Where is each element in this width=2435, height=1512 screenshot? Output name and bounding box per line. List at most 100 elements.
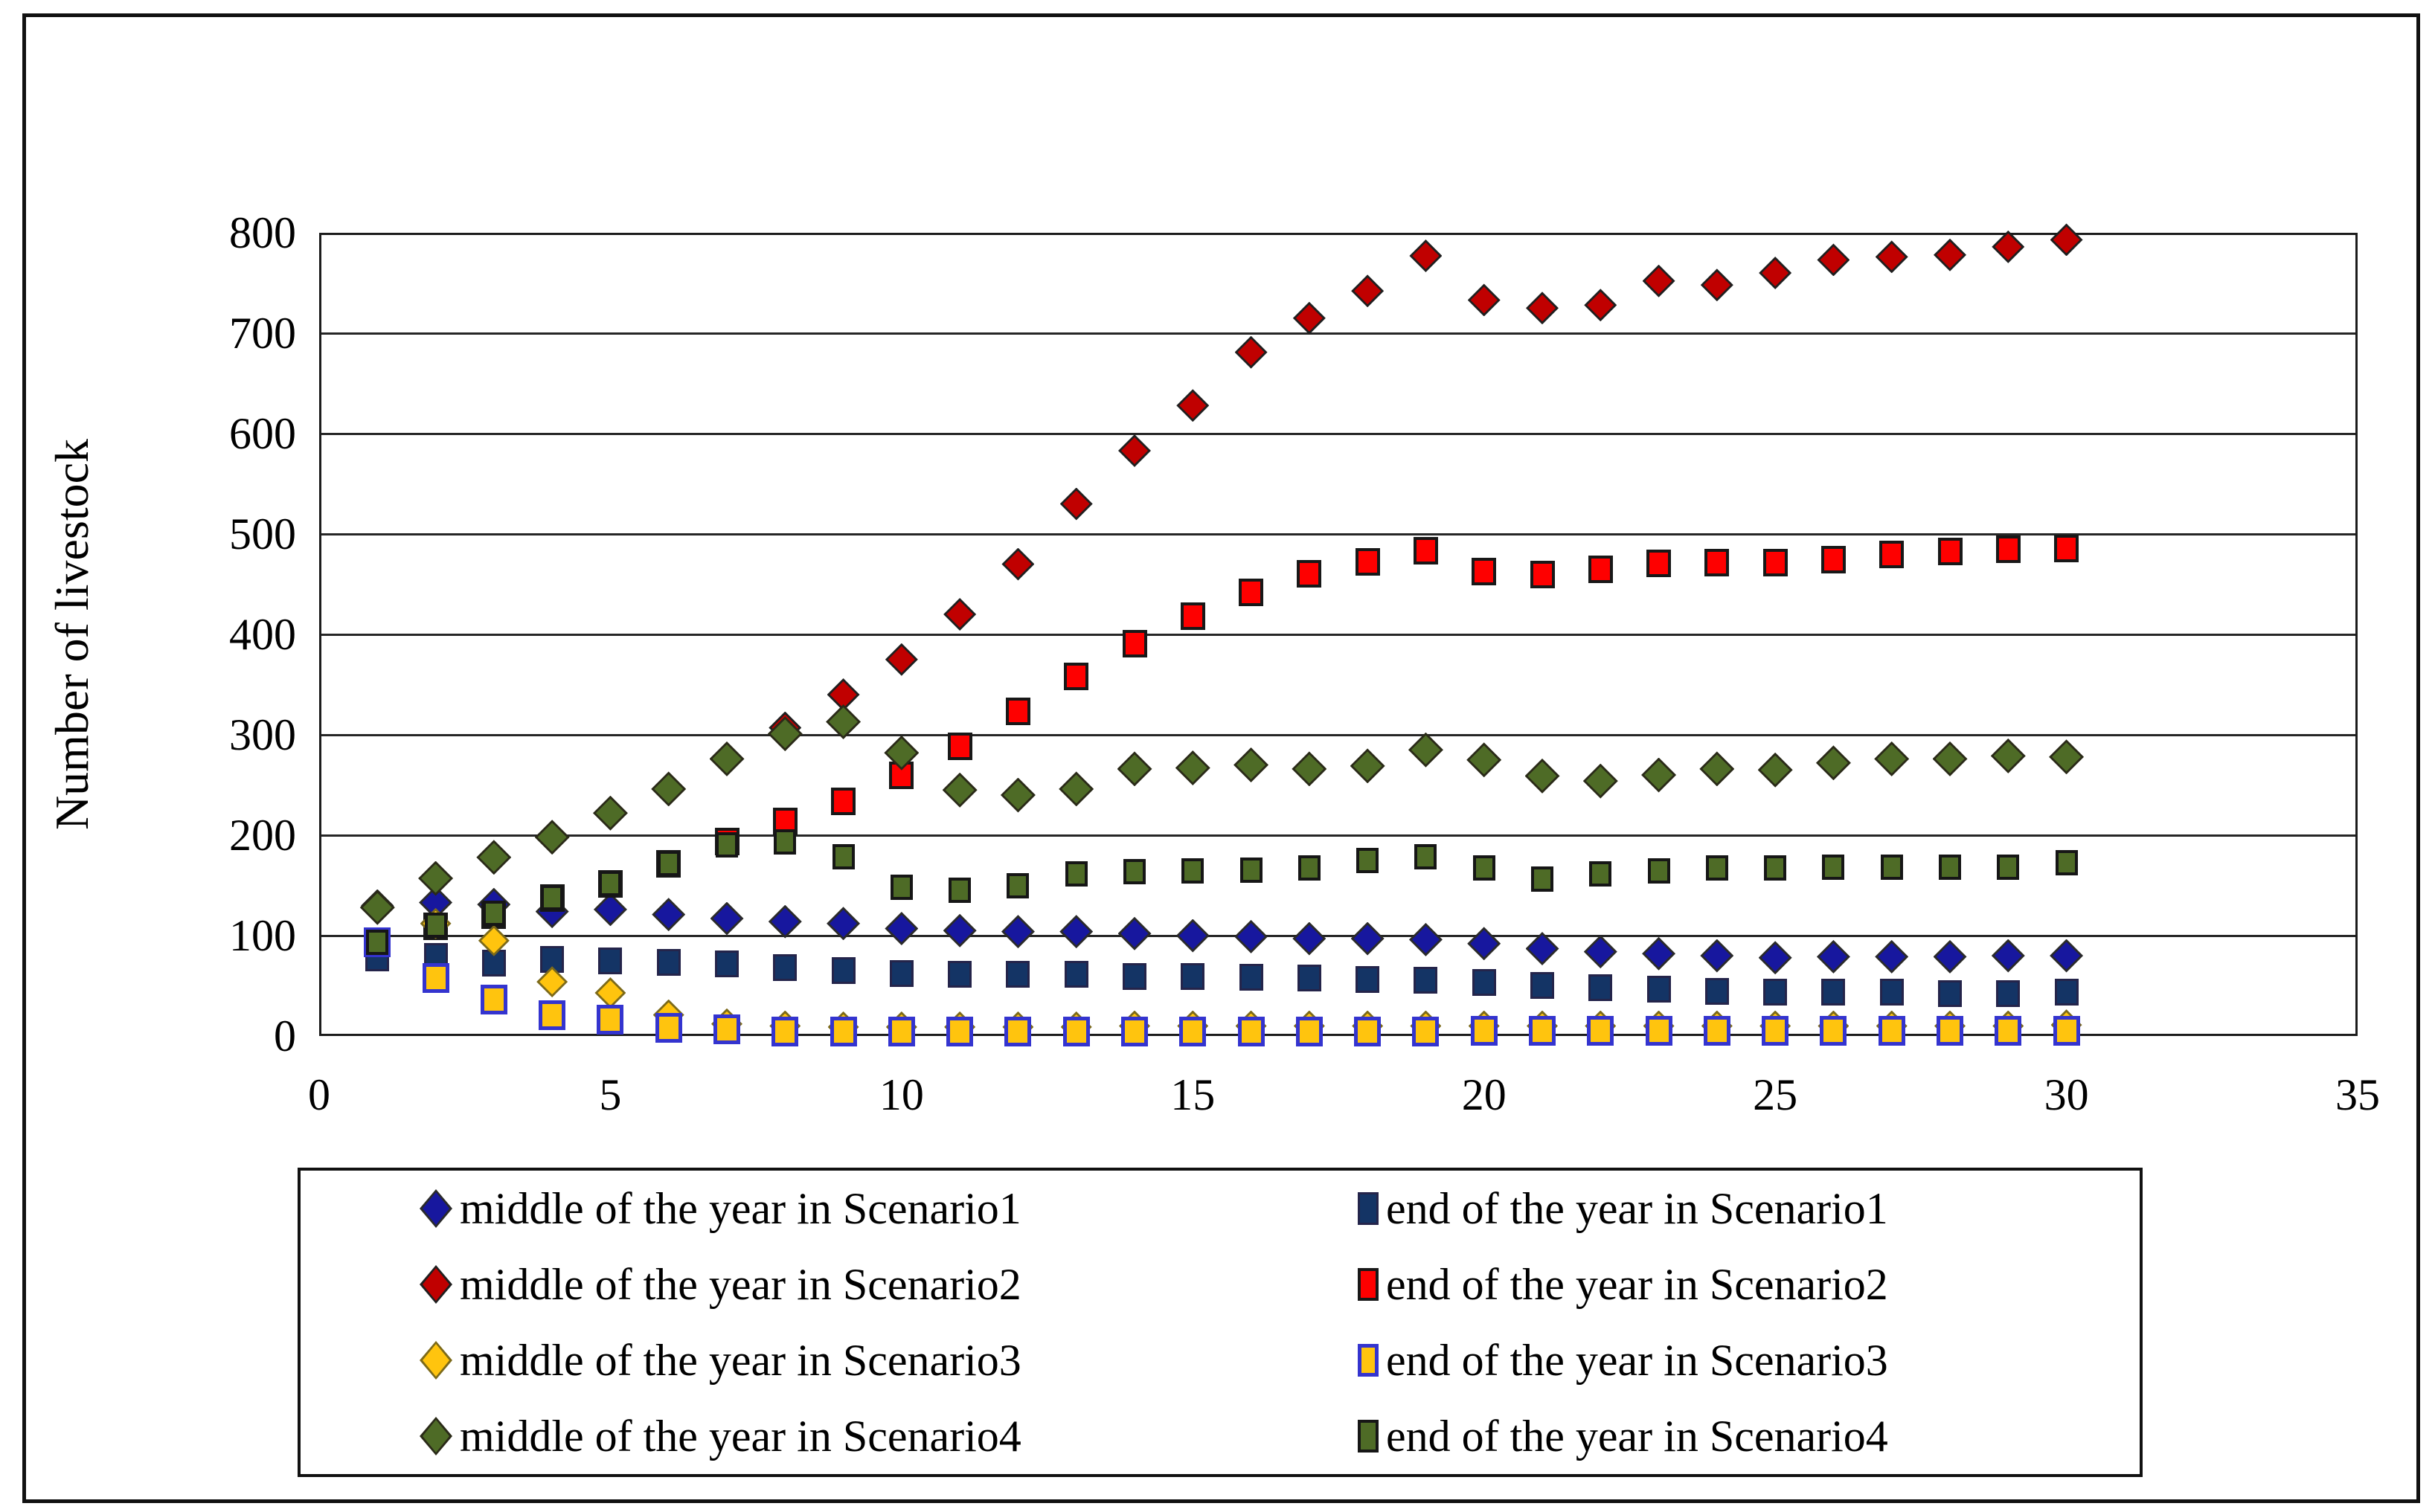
legend-diamond-fill (423, 1268, 449, 1301)
mid-scenario4-point-year15-fill (1178, 753, 1207, 783)
end-scenario3-point-year26 (1820, 1015, 1847, 1046)
end-scenario3-point-year5 (597, 1004, 624, 1035)
mid-scenario1-point-year29-fill (1994, 942, 2022, 970)
legend-item-end-scenario1: end of the year in Scenario1 (1220, 1171, 2140, 1246)
mid-scenario4-point-year24 (1699, 751, 1735, 787)
square-icon (1358, 1192, 1379, 1225)
mid-scenario1-point-year16 (1234, 919, 1268, 953)
end-scenario1-point-year11 (948, 960, 972, 988)
end-scenario2-point-year25 (1762, 548, 1788, 576)
mid-scenario2-point-year29 (1992, 230, 2025, 263)
end-scenario4-point-year20 (1472, 855, 1495, 881)
end-scenario1-point-year14 (1123, 962, 1146, 990)
end-scenario3-point-year14 (1121, 1016, 1148, 1046)
mid-scenario4-point-year25 (1757, 752, 1793, 788)
end-scenario3-point-year11 (946, 1016, 974, 1046)
end-scenario3-point-year4 (539, 1000, 566, 1031)
mid-scenario1-point-year21 (1525, 932, 1559, 966)
end-scenario4-point-year10 (890, 874, 913, 900)
end-scenario2-point-year13 (1064, 662, 1089, 690)
end-scenario3-point-year18 (1354, 1016, 1382, 1046)
end-scenario1-point-year30 (2054, 979, 2079, 1006)
end-scenario4-point-year12 (1007, 873, 1030, 899)
y-tick-label-600: 600 (229, 409, 296, 458)
y-tick-label-200: 200 (229, 811, 296, 860)
mid-scenario2-point-year15-fill (1179, 392, 1207, 419)
legend-label: end of the year in Scenario1 (1386, 1184, 1888, 1233)
mid-scenario1-point-year23 (1642, 936, 1676, 971)
end-scenario4-point-year13 (1065, 860, 1088, 887)
end-scenario3-point-year19 (1412, 1016, 1440, 1046)
end-scenario3-point-year6 (655, 1012, 682, 1043)
mid-scenario2-point-year27 (1875, 240, 1908, 274)
mid-scenario2-point-year16-fill (1237, 338, 1265, 366)
legend-diamond-fill (423, 1192, 449, 1225)
mid-scenario4-point-year6 (651, 771, 687, 807)
mid-scenario2-point-year13 (1059, 487, 1093, 521)
mid-scenario1-point-year10-fill (888, 915, 916, 943)
end-scenario4-point-year4 (541, 885, 564, 911)
diamond-icon (420, 1341, 452, 1380)
end-scenario1-point-year15 (1181, 962, 1205, 990)
mid-scenario1-point-year14-fill (1120, 919, 1149, 948)
mid-scenario1-point-year15 (1175, 919, 1210, 953)
square-icon (1358, 1268, 1379, 1301)
end-scenario1-point-year23 (1646, 976, 1671, 1003)
mid-scenario1-point-year22-fill (1586, 938, 1614, 966)
y-tick-label-400: 400 (229, 610, 296, 659)
mid-scenario4-point-year1-fill (362, 892, 392, 922)
end-scenario2-point-year22 (1588, 556, 1613, 584)
mid-scenario4-point-year1 (359, 889, 395, 925)
mid-scenario2-point-year18-fill (1354, 277, 1382, 305)
legend-item-end-scenario3: end of the year in Scenario3 (1220, 1322, 2140, 1398)
end-scenario3-point-year20 (1470, 1015, 1498, 1046)
mid-scenario4-point-year7-fill (712, 744, 742, 773)
mid-scenario2-point-year24 (1700, 268, 1733, 302)
mid-scenario2-point-year11-fill (946, 601, 974, 628)
mid-scenario4-point-year9-fill (829, 707, 859, 736)
mid-scenario2-point-year25-fill (1762, 260, 1789, 286)
mid-scenario2-point-year14 (1118, 434, 1151, 467)
end-scenario4-point-year7 (716, 831, 738, 858)
end-scenario2-point-year19 (1413, 536, 1438, 564)
x-tick-label-0: 0 (308, 1070, 330, 1119)
end-scenario4-point-year15 (1181, 858, 1204, 884)
mid-scenario4-point-year11-fill (945, 775, 975, 805)
end-scenario2-point-year29 (1995, 535, 2021, 564)
mid-scenario2-point-year28-fill (1937, 241, 1963, 268)
mid-scenario1-point-year18-fill (1353, 924, 1382, 953)
end-scenario4-point-year9 (832, 844, 855, 869)
mid-scenario1-point-year30 (2050, 939, 2084, 973)
end-scenario1-point-year13 (1064, 960, 1088, 988)
end-scenario1-point-year28 (1938, 979, 1962, 1007)
mid-scenario2-point-year10 (885, 643, 918, 676)
mid-scenario2-point-year12 (1001, 547, 1035, 581)
mid-scenario1-point-year9-fill (830, 910, 858, 938)
legend-label: middle of the year in Scenario3 (460, 1336, 1021, 1385)
mid-scenario3-point-year5 (594, 977, 626, 1008)
diamond-icon (420, 1189, 452, 1228)
mid-scenario4-point-year16 (1233, 747, 1269, 782)
mid-scenario1-point-year26 (1816, 939, 1850, 974)
end-scenario2-point-year11 (947, 733, 972, 760)
mid-scenario1-point-year29 (1991, 939, 2025, 973)
mid-scenario1-point-year5-fill (596, 895, 624, 924)
mid-scenario1-point-year28 (1933, 939, 1967, 974)
end-scenario4-point-year22 (1589, 860, 1612, 887)
end-scenario2-point-year28 (1937, 538, 1963, 566)
plot-area-border (319, 233, 2358, 1036)
legend-item-mid-scenario4: middle of the year in Scenario4 (301, 1398, 1220, 1474)
gridline-y500 (319, 533, 2358, 535)
mid-scenario1-point-year27-fill (1878, 942, 1906, 971)
end-scenario4-point-year24 (1705, 855, 1728, 881)
mid-scenario4-point-year17 (1292, 751, 1327, 787)
end-scenario3-point-year17 (1295, 1016, 1323, 1046)
mid-scenario1-point-year6-fill (655, 901, 683, 929)
square-icon (1358, 1420, 1379, 1453)
gridline-y700 (319, 332, 2358, 335)
end-scenario2-point-year26 (1820, 545, 1846, 573)
gridline-y300 (319, 733, 2358, 736)
x-tick-label-35: 35 (2335, 1070, 2380, 1119)
